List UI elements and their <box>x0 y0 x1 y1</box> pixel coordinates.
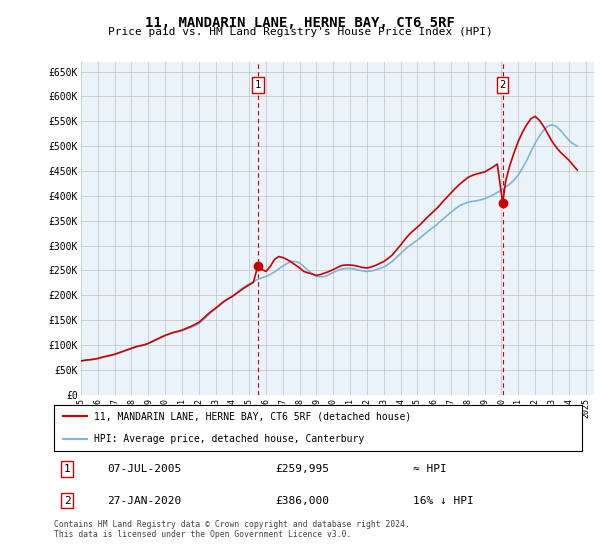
Text: 1: 1 <box>64 464 71 474</box>
Text: 1: 1 <box>255 80 261 90</box>
Text: £259,995: £259,995 <box>276 464 330 474</box>
Text: 2: 2 <box>500 80 506 90</box>
Text: 27-JAN-2020: 27-JAN-2020 <box>107 496 181 506</box>
Text: 16% ↓ HPI: 16% ↓ HPI <box>413 496 474 506</box>
Text: 07-JUL-2005: 07-JUL-2005 <box>107 464 181 474</box>
Text: £386,000: £386,000 <box>276 496 330 506</box>
Text: Price paid vs. HM Land Registry's House Price Index (HPI): Price paid vs. HM Land Registry's House … <box>107 27 493 37</box>
Text: HPI: Average price, detached house, Canterbury: HPI: Average price, detached house, Cant… <box>94 435 364 444</box>
Text: Contains HM Land Registry data © Crown copyright and database right 2024.
This d: Contains HM Land Registry data © Crown c… <box>54 520 410 539</box>
Text: ≈ HPI: ≈ HPI <box>413 464 447 474</box>
Text: 11, MANDARIN LANE, HERNE BAY, CT6 5RF (detached house): 11, MANDARIN LANE, HERNE BAY, CT6 5RF (d… <box>94 412 411 421</box>
Text: 11, MANDARIN LANE, HERNE BAY, CT6 5RF: 11, MANDARIN LANE, HERNE BAY, CT6 5RF <box>145 16 455 30</box>
Text: 2: 2 <box>64 496 71 506</box>
